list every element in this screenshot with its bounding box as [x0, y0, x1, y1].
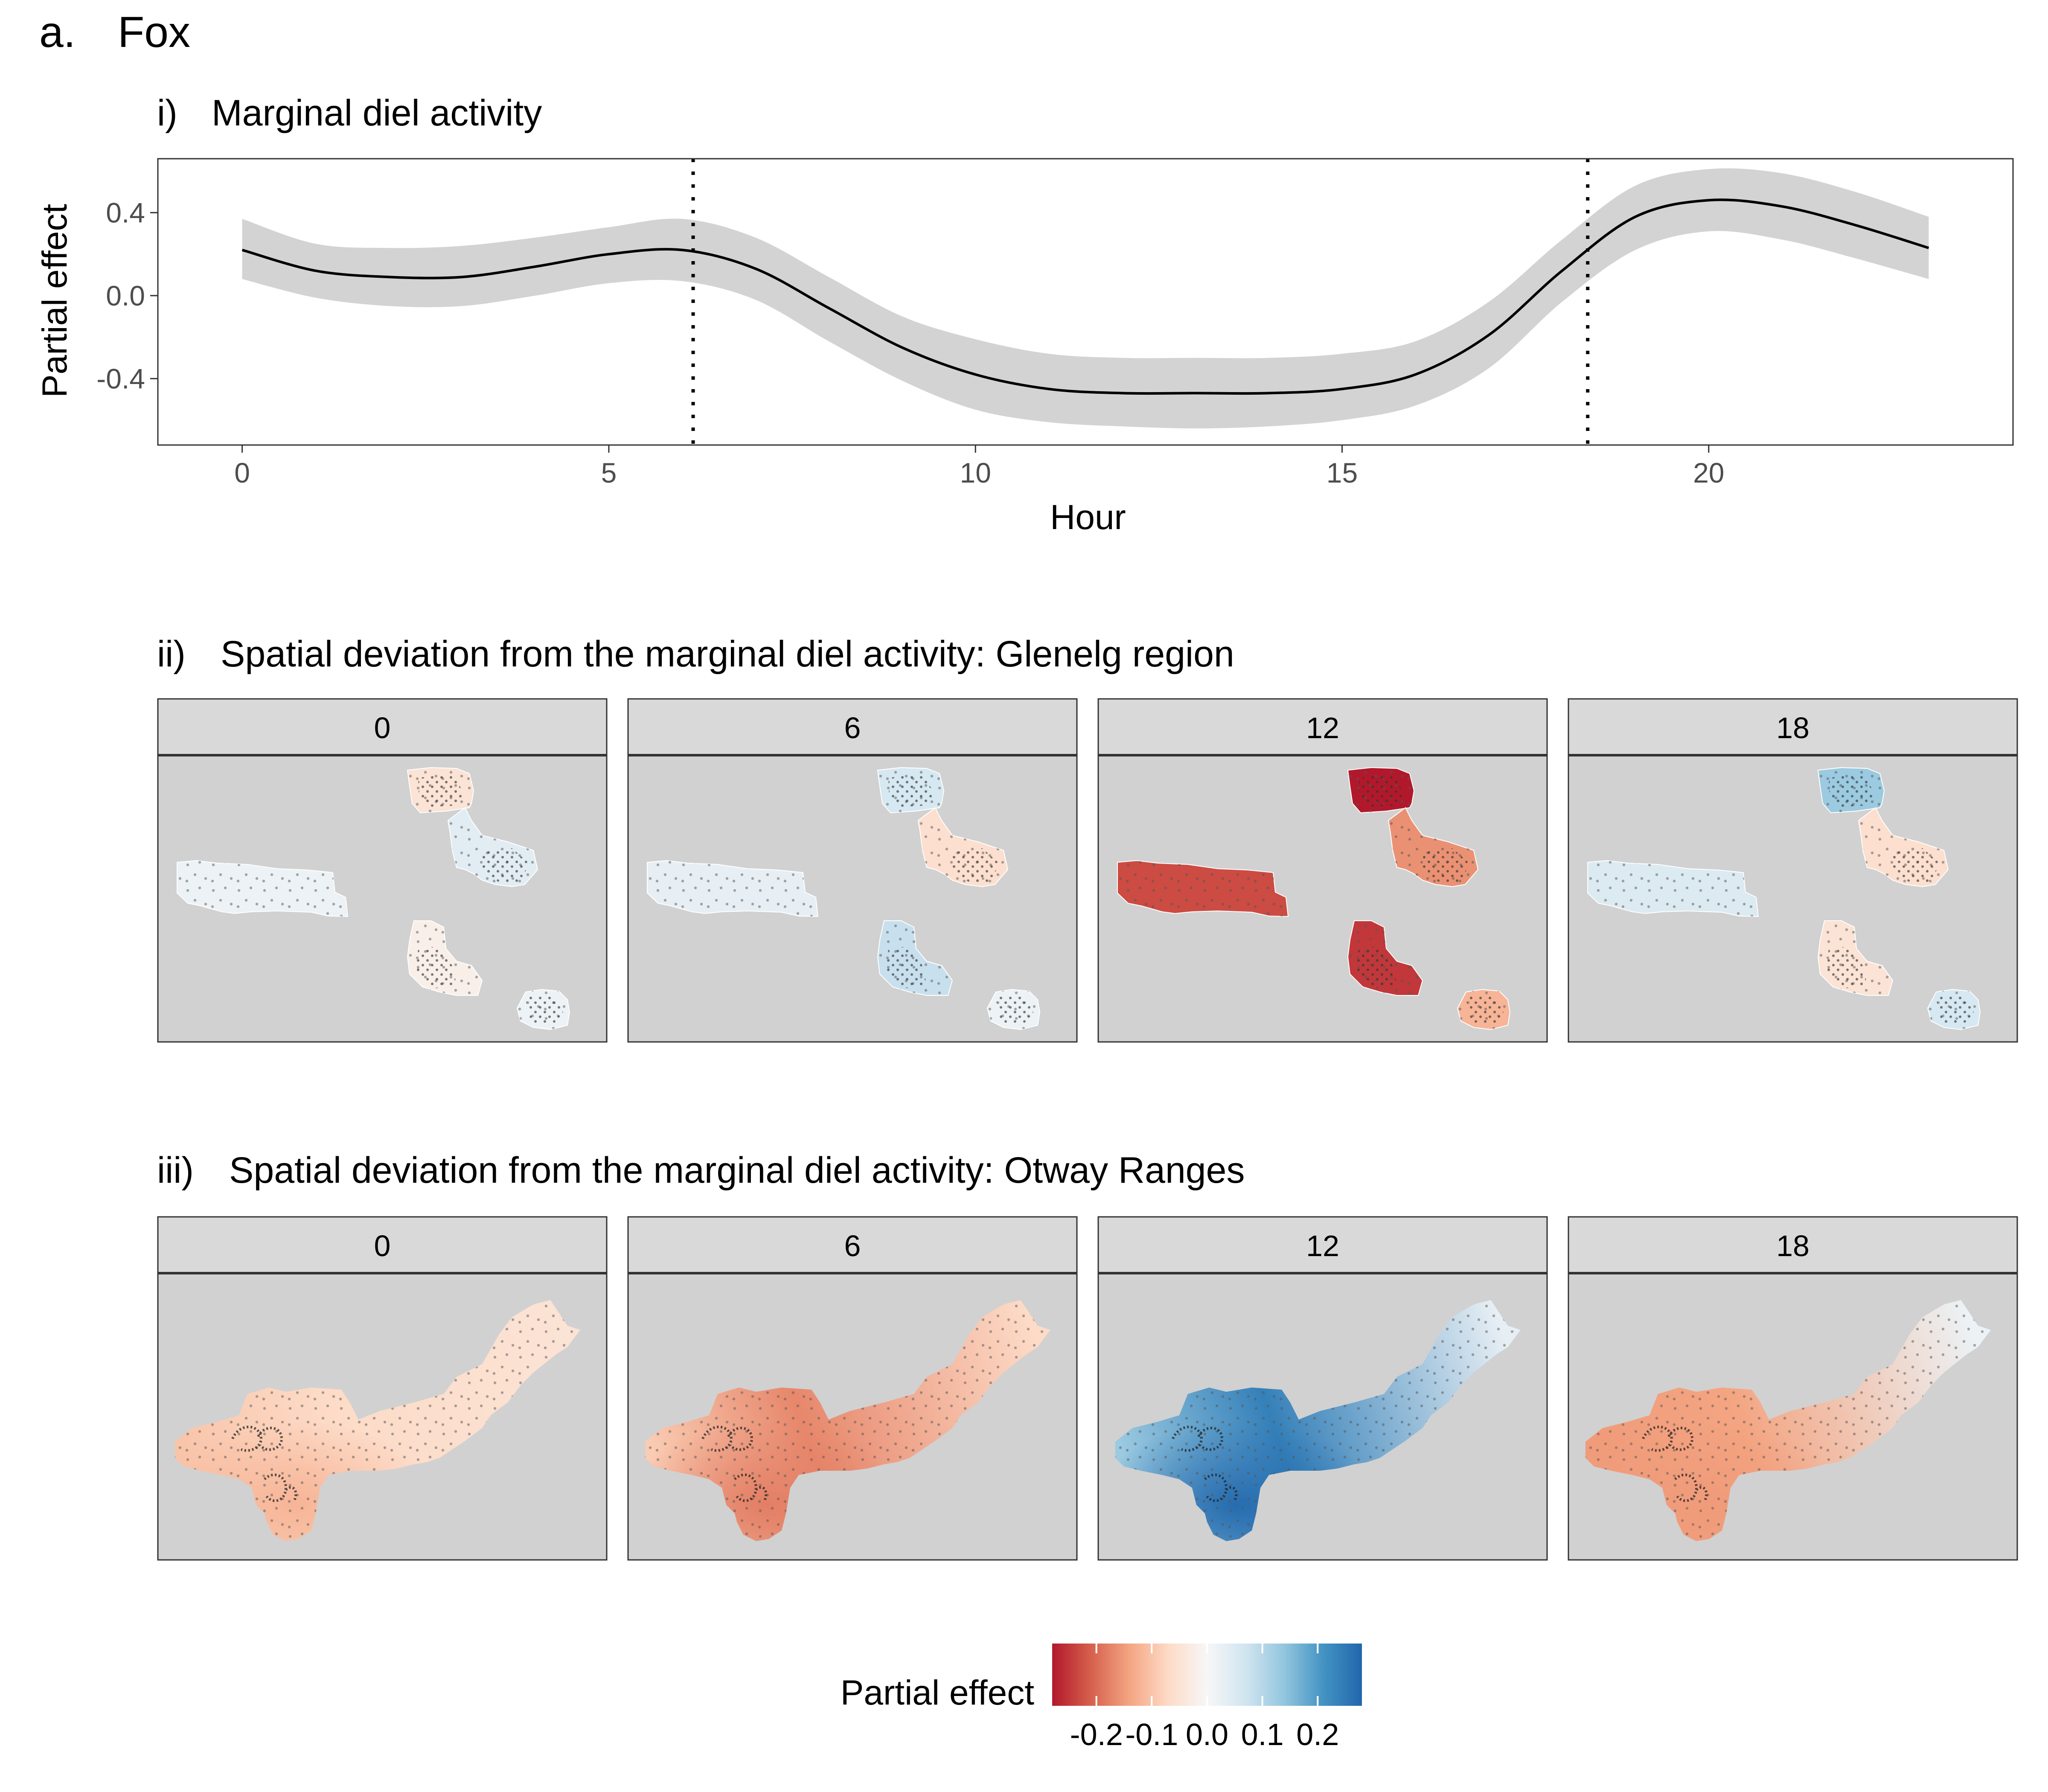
camera-sites-dense [416, 946, 457, 989]
panel-i-frame [157, 158, 2014, 446]
facet-strip [1568, 698, 2018, 756]
panel-iii-roman: iii) [157, 1150, 194, 1191]
y-tick-label: -0.4 [96, 363, 145, 394]
facet-label: 6 [844, 1229, 861, 1263]
camera-sites [1115, 1300, 1521, 1541]
facet-strip [157, 698, 608, 756]
camera-sites-dense [952, 848, 999, 882]
facet-frame [1097, 1216, 1548, 1561]
facet-label: 18 [1776, 1229, 1809, 1263]
camera-sites-dense [1642, 1425, 1694, 1452]
otway-facet: 12 [1097, 1216, 1548, 1561]
camera-sites-dense [1204, 1473, 1238, 1502]
x-tick-label: 5 [601, 457, 617, 489]
camera-sites-dense [995, 995, 1033, 1025]
camera-sites-dense [231, 1425, 283, 1452]
x-tick-label: 15 [1327, 457, 1358, 489]
panel-iii-title: Spatial deviation from the marginal diel… [229, 1150, 1245, 1191]
legend-tick-label: 0.0 [1186, 1718, 1228, 1752]
camera-sites [175, 1300, 580, 1541]
legend-tick-label: -0.1 [1125, 1718, 1178, 1752]
otway-facet: 0 [157, 1216, 608, 1561]
camera-sites [1585, 1300, 1991, 1541]
otway-facets: 0 6 12 18 [157, 1216, 2018, 1561]
camera-sites [647, 861, 818, 916]
camera-sites [177, 861, 348, 916]
glenelg-facets: 0 6 12 18 [157, 698, 2018, 1043]
facet-label: 12 [1306, 1229, 1339, 1263]
camera-sites [1588, 861, 1758, 916]
legend-tick-label: 0.1 [1241, 1718, 1284, 1752]
camera-sites [1117, 861, 1288, 916]
panel-ii-roman: ii) [157, 634, 186, 675]
camera-sites-dense [1359, 774, 1405, 807]
x-tick-label: 10 [960, 457, 991, 489]
camera-sites-dense [886, 946, 927, 989]
y-tick-label: 0.0 [106, 280, 145, 311]
camera-sites-dense [1423, 848, 1469, 882]
facet-label: 12 [1306, 711, 1339, 745]
camera-sites [645, 1300, 1050, 1541]
x-tick-label: 20 [1693, 457, 1724, 489]
legend-ticks: -0.2 -0.1 0.0 0.1 0.2 [1070, 1644, 1339, 1752]
glenelg-facet: 0 [157, 698, 608, 1043]
species-title: Fox [118, 8, 190, 56]
camera-sites-dense [1935, 995, 1974, 1025]
camera-sites-dense [733, 1473, 768, 1502]
camera-sites-dense [482, 848, 529, 882]
legend-tick-label: 0.2 [1296, 1718, 1339, 1752]
facet-frame [1097, 698, 1548, 1043]
otway-facet: 18 [1568, 1216, 2018, 1561]
otway-facet: 6 [627, 1216, 1078, 1561]
camera-sites-dense [1465, 995, 1504, 1025]
facet-frame [1568, 698, 2018, 1043]
y-tick-label: 0.4 [106, 197, 145, 228]
glenelg-facet: 12 [1097, 698, 1548, 1043]
camera-sites-dense [418, 774, 465, 807]
camera-sites-dense [263, 1473, 297, 1502]
camera-sites-dense [1674, 1473, 1708, 1502]
legend-title: Partial effect [841, 1673, 1035, 1712]
panel-label: a. [39, 8, 76, 56]
x-tick-label: 0 [234, 457, 250, 489]
camera-sites-dense [888, 774, 935, 807]
facet-label: 6 [844, 711, 861, 745]
facet-frame [1568, 1216, 2018, 1561]
camera-sites-dense [525, 995, 563, 1025]
legend-colorbar [1052, 1644, 1362, 1706]
panel-i-roman: i) [157, 93, 177, 134]
facet-label: 0 [374, 1229, 391, 1263]
panel-i-title: Marginal diel activity [212, 93, 542, 134]
camera-sites-dense [1172, 1425, 1224, 1452]
glenelg-facet: 6 [627, 698, 1078, 1043]
confidence-ribbon [242, 168, 1929, 429]
camera-sites-dense [701, 1425, 753, 1452]
facet-frame [627, 1216, 1078, 1561]
facet-strip [627, 698, 1078, 756]
panel-i-ylabel: Partial effect [35, 204, 74, 398]
facet-frame [627, 698, 1078, 1043]
partial-effect-line [241, 198, 1929, 395]
camera-sites-dense [1893, 848, 1940, 882]
facet-frame [157, 698, 608, 1043]
panel-ii-title: Spatial deviation from the marginal diel… [221, 634, 1234, 675]
diel-activity-chart: 0 5 10 15 20 0.4 0.0 -0.4 [96, 158, 2014, 489]
facet-label: 18 [1776, 711, 1809, 745]
facet-frame [157, 1216, 608, 1561]
camera-sites-dense [1829, 774, 1876, 807]
legend-tick-label: -0.2 [1070, 1718, 1123, 1752]
panel-i-xlabel: Hour [1050, 498, 1126, 537]
camera-sites-dense [1827, 946, 1867, 989]
facet-label: 0 [374, 711, 391, 745]
glenelg-facet: 18 [1568, 698, 2018, 1043]
camera-sites-dense [1356, 946, 1397, 989]
